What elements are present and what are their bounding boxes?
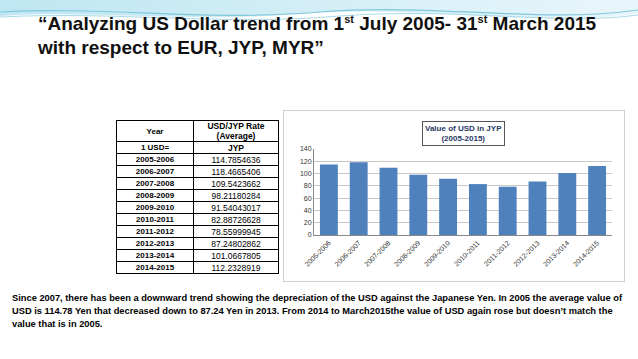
html-text:114.7854636: 114.7854636 [211, 154, 261, 165]
svg-text:120: 120 [300, 158, 312, 165]
html-text:“Analyzing US Dollar trend fro: “Analyzing US Dollar trend from 1stJuly … [38, 12, 597, 58]
svg-text:2008-2009: 2008-2009 [393, 239, 422, 268]
html-text:2006-2007: 2006-2007 [135, 167, 175, 176]
html-text:2014-2015: 2014-2015 [135, 263, 175, 272]
svg-text:20: 20 [304, 219, 312, 226]
html-text:JYP: JYP [228, 142, 244, 153]
html-text:2011-2012: 2011-2012 [136, 227, 174, 236]
svg-text:2009-2010: 2009-2010 [423, 239, 452, 268]
html-text:78.55999945: 78.55999945 [211, 226, 261, 237]
svg-text:40: 40 [304, 207, 312, 214]
html-text:101.0667805: 101.0667805 [211, 250, 261, 261]
html-text:109.5423662: 109.5423662 [211, 178, 261, 189]
html-text:91.54043017: 91.54043017 [211, 202, 261, 213]
svg-text:2006-2007: 2006-2007 [333, 239, 362, 268]
html-text:Since 2007, there has been a d: Since 2007, there has been a downward tr… [12, 293, 622, 329]
html-text:118.4665406: 118.4665406 [211, 166, 261, 177]
html-text:2013-2014: 2013-2014 [135, 251, 175, 260]
html-text:2010-2011: 2010-2011 [136, 215, 174, 224]
svg-text:140: 140 [300, 145, 312, 152]
html-text:Year: Year [146, 126, 164, 136]
html-text:87.24802862: 87.24802862 [211, 238, 261, 249]
svg-text:2005-2006: 2005-2006 [303, 239, 332, 268]
svg-text:2013-2014: 2013-2014 [542, 239, 571, 268]
svg-text:100: 100 [300, 170, 312, 177]
svg-text:80: 80 [304, 182, 312, 189]
svg-text:2014-2015: 2014-2015 [572, 239, 601, 268]
svg-text:2007-2008: 2007-2008 [363, 239, 392, 268]
html-text:2008-2009: 2008-2009 [135, 191, 175, 200]
html-text:2012-2013: 2012-2013 [135, 239, 175, 248]
svg-text:Value of USD in JYP(2005-2015): Value of USD in JYP(2005-2015) [425, 124, 502, 143]
html-text:2007-2008: 2007-2008 [135, 179, 175, 188]
html-text:2009-2010: 2009-2010 [135, 203, 175, 212]
html-text:USD/JYP Rate (Average): USD/JYP Rate (Average) [207, 121, 265, 141]
html-text:82.88726628: 82.88726628 [211, 214, 261, 225]
svg-text:60: 60 [304, 195, 312, 202]
html-text:1 USD=: 1 USD= [140, 143, 170, 152]
svg-text:2010-2011: 2010-2011 [453, 239, 481, 267]
html-text:98.21180284: 98.21180284 [211, 190, 261, 201]
svg-text:2012-2013: 2012-2013 [512, 239, 541, 268]
svg-text:0: 0 [308, 231, 312, 238]
svg-text:2011-2012: 2011-2012 [483, 239, 511, 267]
html-text:112.2328919: 112.2328919 [211, 262, 261, 273]
html-text:2005-2006: 2005-2006 [135, 155, 175, 164]
